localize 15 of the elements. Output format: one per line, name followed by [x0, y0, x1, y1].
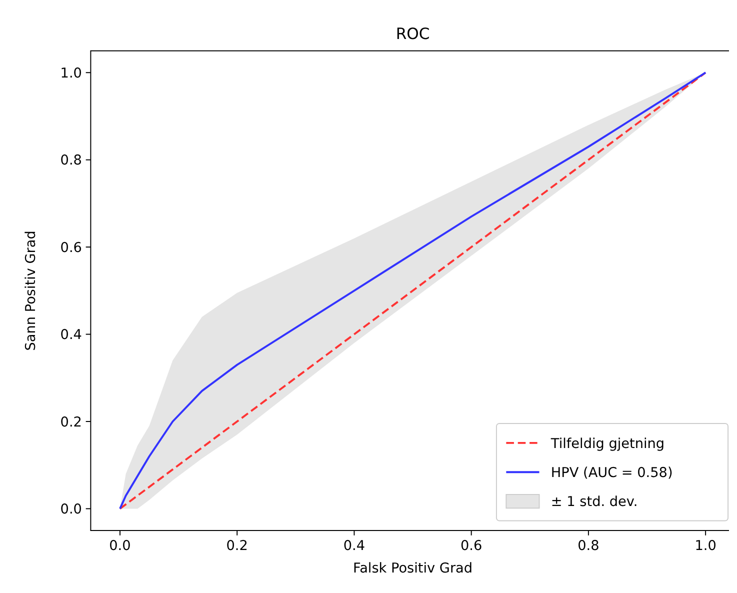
y-tick-label: 0.8	[60, 152, 82, 169]
x-tick-label: 0.8	[578, 538, 600, 554]
chart-title: ROC	[396, 25, 430, 44]
x-tick-label: 0.6	[460, 538, 482, 554]
x-axis-title: Falsk Positiv Grad	[353, 560, 473, 576]
y-tick-label: 0.2	[60, 414, 82, 430]
x-tick-label: 0.2	[226, 538, 248, 554]
y-axis-title: Sann Positiv Grad	[23, 230, 40, 351]
y-tick-label: 0.0	[60, 502, 82, 518]
x-tick-label: 0.0	[109, 538, 131, 554]
x-tick-label: 1.0	[694, 538, 716, 554]
x-tick-label: 0.4	[343, 538, 366, 554]
y-tick-label: 0.6	[60, 240, 82, 256]
y-tick-label: 1.0	[60, 65, 82, 82]
y-tick-label: 0.4	[60, 327, 82, 344]
